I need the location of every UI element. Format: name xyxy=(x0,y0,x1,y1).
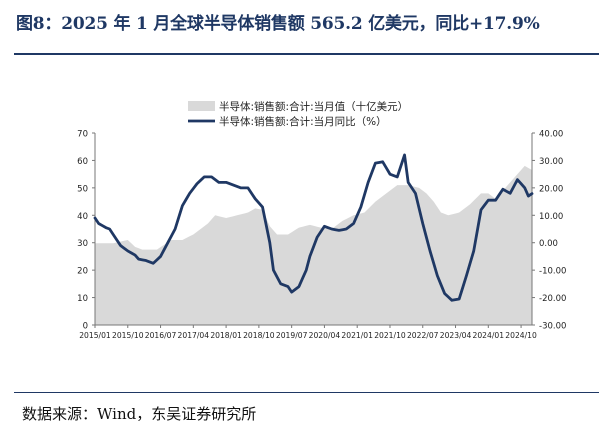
chart: 0 10 20 30 40 50 60 70 -30.00 -20.00 -10.00 0.00 10.… xyxy=(77,100,566,341)
legend-label-yoy: 半导体:销售额:合计:当月同比（%） xyxy=(219,115,387,128)
x-tick-label: 2020/04 xyxy=(309,331,341,340)
y-left-tick-label: 40 xyxy=(77,212,88,222)
yoy-line-layer xyxy=(93,153,534,302)
y-left-tick-label: 60 xyxy=(77,157,88,167)
x-tick-label: 2016/07 xyxy=(145,331,177,340)
y-right-tick-label: -10.00 xyxy=(539,267,566,277)
y-left-tick-label: 10 xyxy=(77,294,88,304)
y-right-tick-label: 20.00 xyxy=(539,184,563,194)
yoy-line xyxy=(93,153,534,302)
y-left-tick-label: 30 xyxy=(77,239,88,249)
y-right-tick-label: -20.00 xyxy=(539,294,566,304)
y-right-tick-label: 30.00 xyxy=(539,157,563,167)
x-tick-label: 2018/10 xyxy=(243,331,275,340)
source-divider xyxy=(14,392,599,393)
y-right-tick-label: 0.00 xyxy=(539,239,558,249)
y-left-tick-label: 20 xyxy=(77,267,88,277)
x-tick-label: 2024/10 xyxy=(505,331,537,340)
y-right-tick-label: -30.00 xyxy=(539,322,566,332)
title-divider xyxy=(14,53,599,55)
x-tick-label: 2022/07 xyxy=(407,331,439,340)
y-left-tick-label: 0 xyxy=(83,322,88,332)
x-tick-label: 2019/07 xyxy=(276,331,308,340)
x-tick-label: 2018/01 xyxy=(210,331,242,340)
x-tick-label: 2015/01 xyxy=(79,331,111,340)
y-left-tick-label: 70 xyxy=(77,130,88,140)
figure-title: 图8：2025 年 1 月全球半导体销售额 565.2 亿美元，同比+17.9% xyxy=(16,14,540,34)
x-tick-label: 2024/01 xyxy=(473,331,505,340)
legend-label-sales: 半导体:销售额:合计:当月值（十亿美元） xyxy=(219,100,408,113)
y-left-tick-label: 50 xyxy=(77,184,88,194)
x-tick-label: 2021/10 xyxy=(374,331,406,340)
x-tick-label: 2017/04 xyxy=(178,331,210,340)
x-tick-label: 2021/01 xyxy=(341,331,373,340)
y-right-tick-label: 40.00 xyxy=(539,130,563,140)
legend: 半导体:销售额:合计:当月值（十亿美元） 半导体:销售额:合计:当月同比（%） xyxy=(188,100,408,128)
x-tick-label: 2015/10 xyxy=(112,331,144,340)
source-note: 数据来源：Wind，东吴证券研究所 xyxy=(22,405,257,423)
legend-swatch-sales xyxy=(188,101,215,111)
axes: 0 10 20 30 40 50 60 70 -30.00 -20.00 -10.00 0.00 10.… xyxy=(77,130,566,341)
y-right-tick-label: 10.00 xyxy=(539,212,563,222)
x-tick-label: 2023/04 xyxy=(440,331,472,340)
